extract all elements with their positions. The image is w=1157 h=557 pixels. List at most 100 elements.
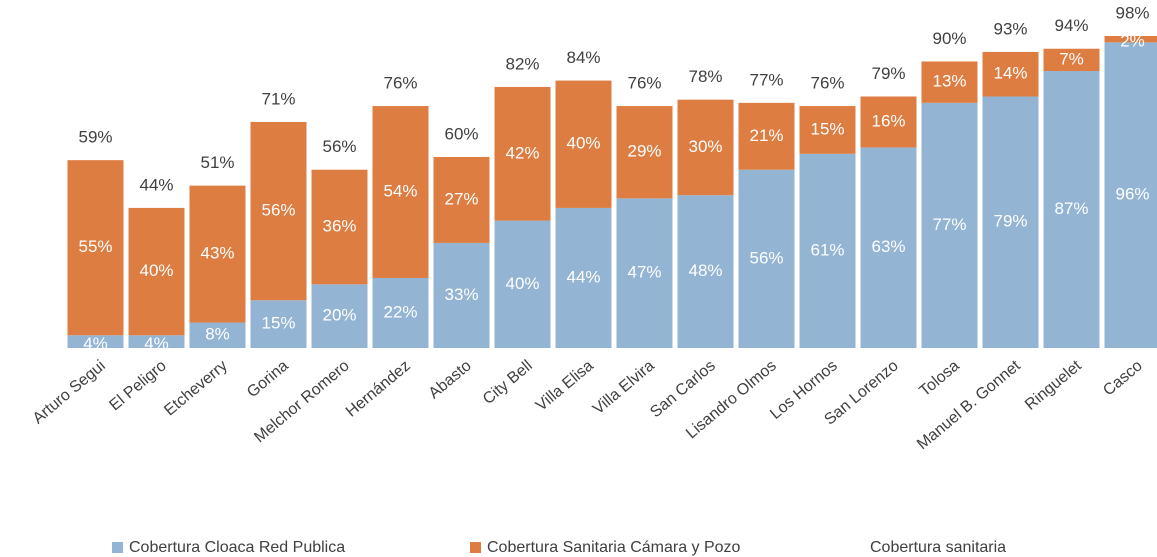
bar-segment: [67, 335, 124, 348]
total-label: 76%: [627, 74, 661, 93]
bar-segment: [555, 207, 612, 348]
x-tick-label: Arturo Segui: [30, 357, 109, 427]
data-label: 56%: [749, 248, 783, 267]
bar-segment: [67, 160, 124, 336]
bar-segment: [189, 322, 246, 348]
total-label: 82%: [505, 54, 539, 73]
total-label: 51%: [200, 153, 234, 172]
legend-label: Cobertura Sanitaria Cámara y Pozo: [487, 539, 741, 556]
data-label: 96%: [1115, 185, 1149, 204]
x-tick-label: Tolosa: [916, 357, 962, 400]
data-label: 47%: [627, 263, 661, 282]
data-label: 77%: [932, 215, 966, 234]
total-label: 94%: [1054, 16, 1088, 35]
bar-segment: [738, 169, 795, 348]
x-tick-label: Casco: [1100, 357, 1146, 399]
data-label: 22%: [383, 302, 417, 321]
data-label: 14%: [993, 64, 1027, 83]
data-label: 61%: [810, 240, 844, 259]
total-label: 90%: [932, 29, 966, 48]
data-label: 21%: [749, 126, 783, 145]
bar-segment: [433, 242, 490, 348]
data-label: 4%: [83, 334, 108, 353]
bar-segment: [921, 102, 978, 348]
data-label: 15%: [810, 119, 844, 138]
bar-segment: [250, 300, 307, 348]
bar-segment: [860, 96, 917, 148]
bar-segment: [616, 106, 673, 199]
x-tick-label: Hernández: [343, 357, 414, 420]
legend-label: Cobertura sanitaria: [870, 539, 1006, 556]
bar-segment: [982, 51, 1039, 97]
x-tick-label: Ringuelet: [1022, 357, 1085, 414]
total-label: 71%: [261, 89, 295, 108]
total-label: 76%: [383, 74, 417, 93]
total-label: 79%: [871, 64, 905, 83]
data-label: 7%: [1059, 49, 1084, 68]
data-label: 56%: [261, 201, 295, 220]
bar-segment: [921, 61, 978, 103]
data-label: 2%: [1120, 32, 1145, 51]
data-label: 29%: [627, 142, 661, 161]
bar-segment: [1043, 71, 1100, 348]
bar-segment: [250, 121, 307, 301]
bar-segment: [799, 106, 856, 154]
data-label: 4%: [144, 334, 169, 353]
data-label: 55%: [78, 237, 112, 256]
bar-segment: [1104, 36, 1157, 43]
legend-label: Cobertura Cloaca Red Publica: [129, 539, 345, 556]
bar-segment: [128, 335, 185, 348]
bar-segment: [1043, 48, 1100, 72]
data-label: 33%: [444, 285, 478, 304]
legend-swatch: [470, 542, 481, 553]
bar-segment: [372, 106, 429, 278]
x-tick-label: Etcheverry: [161, 357, 231, 419]
total-label: 98%: [1115, 3, 1149, 22]
bar-segment: [311, 169, 368, 285]
total-label: 44%: [139, 175, 173, 194]
total-label: 93%: [993, 19, 1027, 38]
data-label: 44%: [566, 267, 600, 286]
total-label: 60%: [444, 124, 478, 143]
bar-segment: [311, 284, 368, 348]
bar-segment: [677, 195, 734, 348]
data-label: 40%: [139, 261, 173, 280]
bar-segment: [372, 277, 429, 348]
x-tick-label: Villa Elisa: [533, 357, 597, 414]
legend-swatch: [112, 542, 123, 553]
bar-segment: [1104, 42, 1157, 349]
bar-segment: [738, 102, 795, 170]
data-label: 79%: [993, 212, 1027, 231]
total-label: 59%: [78, 128, 112, 147]
bar-segment: [555, 80, 612, 208]
bar-segment: [433, 156, 490, 243]
data-label: 13%: [932, 72, 966, 91]
bar-segment: [494, 220, 551, 348]
total-label: 84%: [566, 48, 600, 67]
data-label: 16%: [871, 111, 905, 130]
x-tick-label: Abasto: [426, 357, 475, 402]
data-label: 20%: [322, 306, 356, 325]
data-label: 43%: [200, 244, 234, 263]
data-label: 48%: [688, 261, 722, 280]
data-label: 54%: [383, 181, 417, 200]
bar-segment: [982, 96, 1039, 348]
bar-segment: [189, 185, 246, 323]
bar-segment: [799, 153, 856, 348]
x-tick-label: Gorina: [244, 357, 292, 401]
data-label: 40%: [505, 274, 539, 293]
data-label: 87%: [1054, 199, 1088, 218]
data-label: 40%: [566, 134, 600, 153]
data-label: 36%: [322, 217, 356, 236]
bar-segment: [677, 99, 734, 196]
x-tick-label: Manuel B. Gonnet: [914, 357, 1024, 453]
total-label: 76%: [810, 74, 844, 93]
x-tick-label: El Peligro: [106, 357, 169, 414]
total-label: 56%: [322, 137, 356, 156]
data-label: 63%: [871, 237, 905, 256]
data-label: 15%: [261, 314, 295, 333]
data-label: 30%: [688, 137, 722, 156]
bar-segment: [860, 147, 917, 348]
x-tick-label: City Bell: [480, 357, 536, 408]
